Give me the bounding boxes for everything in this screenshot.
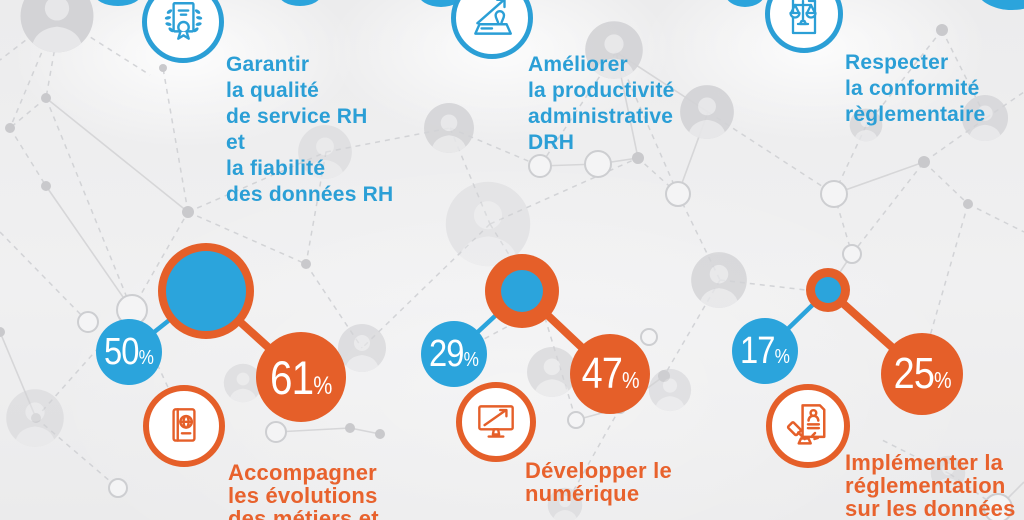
stat-blue-bubble-1: 50%: [96, 319, 162, 385]
top-edge-blue-arcs: [97, 0, 1024, 10]
network-dashed-lines: [0, 1, 1024, 509]
stat-unit: %: [464, 348, 479, 371]
certificate-icon-badge: [142, 0, 224, 63]
goal-digital-label: Développer le numérique: [525, 458, 672, 506]
goal-regulation-label: Implémenter la réglementation sur les do…: [845, 450, 1016, 520]
stat-anchor-inner-2: [501, 270, 543, 312]
stat-value: 61: [270, 350, 314, 404]
monitor-growth-icon-badge: [456, 382, 536, 462]
stat-value: 25: [893, 349, 934, 398]
scales-document-icon: [789, 0, 817, 35]
goal-productivity-label: Améliorer la productivité administrative…: [528, 53, 675, 154]
stat-value: 17: [740, 329, 776, 372]
passport-icon-badge: [143, 385, 225, 467]
stat-anchor-inner-3: [815, 277, 841, 303]
stat-value: 50: [104, 330, 140, 373]
passport-icon: [172, 408, 196, 442]
certificate-icon: [164, 2, 203, 40]
stat-blue-bubble-3: 17%: [732, 318, 798, 384]
stamp-growth-icon: [474, 0, 512, 35]
stat-orange-bubble-3: 25%: [881, 333, 963, 415]
stat-unit: %: [775, 345, 790, 368]
stat-anchor-bubble-2: [485, 254, 559, 328]
stat-unit: %: [139, 346, 154, 369]
stat-anchor-bubble-1: [158, 243, 254, 339]
stat-unit: %: [313, 371, 332, 400]
stat-unit: %: [933, 367, 952, 393]
goal-compliance-label: Respecter la conformité règlementaire: [845, 51, 986, 126]
stat-orange-bubble-1: 61%: [256, 332, 346, 422]
gavel-document-icon: [786, 404, 826, 445]
stat-value: 47: [581, 349, 622, 398]
stat-value: 29: [429, 332, 465, 375]
gavel-document-icon-badge: [766, 384, 850, 468]
stat-anchor-bubble-3: [806, 268, 850, 312]
goal-careers-label: Accompagner les évolutions des métiers e…: [228, 460, 379, 520]
monitor-growth-icon: [478, 405, 514, 438]
stat-blue-bubble-2: 29%: [421, 321, 487, 387]
goal-quality-label: Garantir la qualité de service RH et la …: [226, 53, 394, 206]
stat-unit: %: [621, 367, 640, 393]
stat-orange-bubble-2: 47%: [570, 334, 650, 414]
